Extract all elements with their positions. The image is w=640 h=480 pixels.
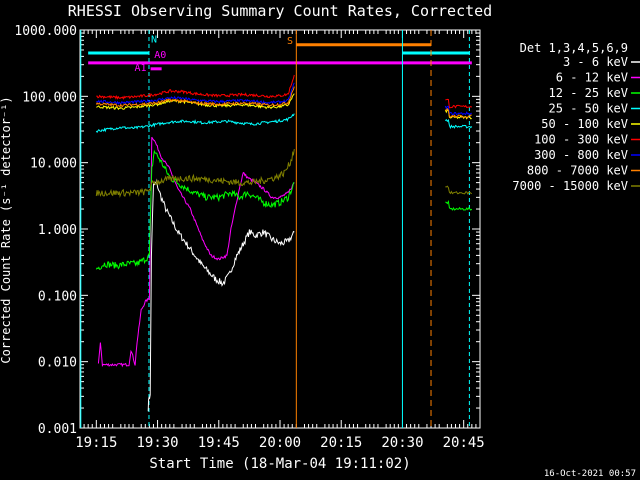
x-tick-label: 20:45	[443, 435, 485, 451]
series-line-after-gap	[445, 185, 473, 195]
y-tick-label: 1.000	[38, 223, 77, 238]
series-line	[95, 113, 295, 134]
annotation-s: S	[287, 36, 293, 47]
legend-title: Det 1,3,4,5,6,9	[520, 41, 628, 55]
y-tick-label: 10.000	[30, 157, 77, 172]
series-line-after-gap	[445, 199, 473, 211]
y-tick-label: 0.010	[38, 356, 77, 371]
series-line	[95, 149, 295, 199]
x-tick-label: 19:30	[136, 435, 178, 451]
legend-entry-label: 12 - 25 keV	[549, 86, 628, 100]
footer-date: 16-Oct-2021 00:57	[544, 469, 636, 479]
annotation-a0: A0	[154, 50, 166, 61]
annotation-n: N	[151, 34, 157, 45]
x-tick-label: 20:30	[381, 435, 423, 451]
x-tick-label: 20:15	[320, 435, 362, 451]
x-tick-label: 19:45	[198, 435, 240, 451]
y-tick-label: 1000.000	[14, 24, 77, 39]
y-tick-label: 100.000	[22, 90, 77, 105]
legend-entry-label: 800 - 7000 keV	[527, 164, 628, 178]
plot-frame	[79, 29, 481, 429]
series-line	[95, 86, 295, 108]
series-line	[95, 149, 295, 270]
series-line	[96, 93, 295, 111]
series-line	[96, 82, 295, 106]
series-line	[147, 178, 295, 412]
series-line-after-gap	[445, 107, 472, 119]
legend-entry-label: 50 - 100 keV	[541, 117, 628, 131]
annotation-a1: A1	[134, 63, 146, 74]
series-line-after-gap	[444, 105, 472, 116]
series-line-after-gap	[444, 118, 473, 130]
chart-title: RHESSI Observing Summary Count Rates, Co…	[68, 2, 492, 20]
legend-entry-label: 6 - 12 keV	[556, 71, 628, 85]
legend-entry-label: 7000 - 15000 keV	[512, 179, 628, 193]
legend-entry-label: 25 - 50 keV	[549, 102, 628, 116]
legend-entry-label: 3 - 6 keV	[563, 55, 628, 69]
legend-entry-label: 100 - 300 keV	[534, 133, 628, 147]
y-axis-label: Corrected Count Rate (s⁻¹ detector⁻¹)	[0, 96, 13, 363]
series-line-after-gap	[445, 98, 473, 109]
y-tick-label: 0.100	[38, 289, 77, 304]
y-tick-label: 0.001	[38, 422, 77, 437]
x-axis-label: Start Time (18-Mar-04 19:11:02)	[149, 456, 410, 472]
plot-area: 1000.000 100.000 10.000 1.000 0.100 0.010 0.00…	[14, 24, 484, 451]
legend-entry-label: 300 - 800 keV	[534, 148, 628, 162]
x-tick-label: 20:00	[259, 435, 301, 451]
series-line	[96, 74, 295, 100]
series-line	[97, 136, 295, 368]
x-tick-label: 19:15	[75, 435, 117, 451]
